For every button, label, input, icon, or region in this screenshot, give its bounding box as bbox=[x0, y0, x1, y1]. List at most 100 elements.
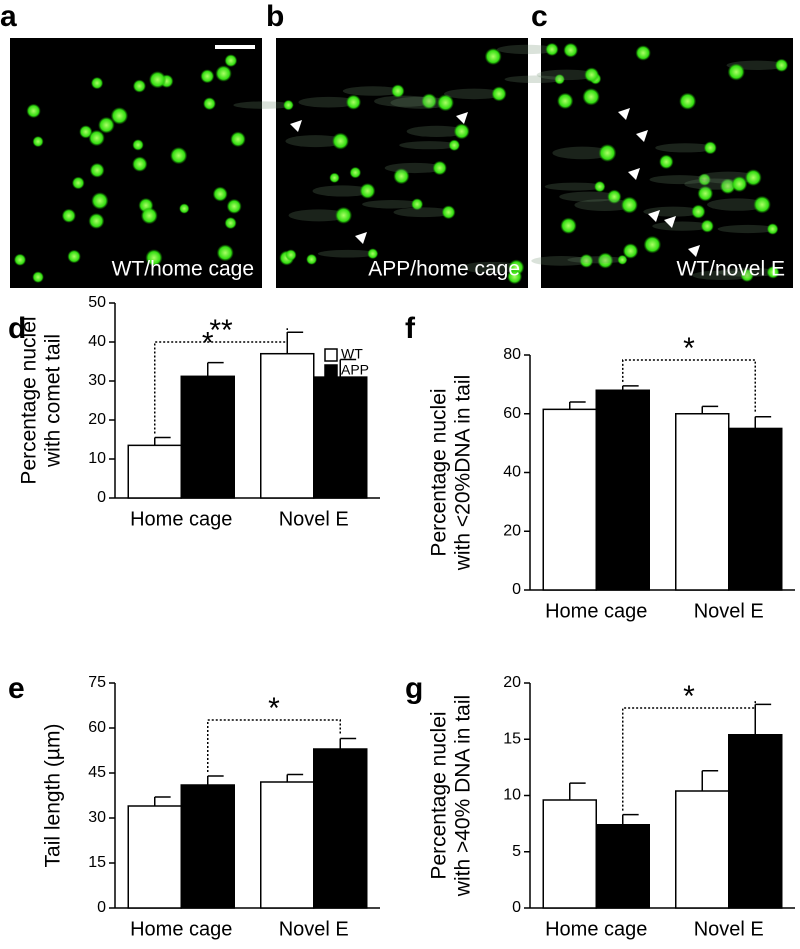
nucleus bbox=[132, 79, 147, 93]
panel-letter: d bbox=[8, 312, 26, 345]
arrowhead bbox=[355, 232, 367, 244]
y-axis-label: with <20%DNA in tail bbox=[452, 375, 475, 572]
y-tick-label: 40 bbox=[88, 333, 106, 350]
arrowhead bbox=[628, 168, 640, 180]
comet-tail bbox=[406, 125, 467, 137]
bar bbox=[542, 408, 597, 591]
comet-tail bbox=[317, 249, 378, 258]
nucleus bbox=[61, 208, 76, 223]
comet-tail bbox=[285, 135, 346, 148]
image-caption: WT/home cage bbox=[112, 258, 254, 281]
nucleus bbox=[212, 186, 228, 202]
bar bbox=[595, 824, 650, 909]
nucleus bbox=[224, 54, 238, 68]
nucleus bbox=[26, 103, 41, 119]
comet-tail bbox=[649, 175, 710, 185]
significance-bracket bbox=[207, 719, 341, 772]
panel-letter: e bbox=[8, 672, 25, 705]
panel-letter: g bbox=[405, 672, 423, 705]
nucleus bbox=[659, 154, 674, 170]
comet-tail bbox=[531, 255, 592, 266]
x-tick-label: Novel E bbox=[694, 600, 764, 622]
nucleus bbox=[226, 198, 242, 214]
comet-tail bbox=[362, 200, 423, 209]
micrograph bbox=[276, 38, 528, 288]
significance-bracket bbox=[622, 700, 756, 811]
bar bbox=[675, 413, 730, 591]
nucleus bbox=[607, 189, 622, 204]
comet-tail bbox=[393, 207, 454, 218]
comet-tail bbox=[496, 44, 557, 55]
nucleus bbox=[727, 63, 745, 81]
nucleus bbox=[554, 73, 565, 85]
nucleus bbox=[329, 172, 340, 184]
nucleus bbox=[393, 168, 410, 185]
nucleus bbox=[484, 47, 502, 66]
significance-label: ** bbox=[209, 314, 233, 347]
image-caption: APP/home cage bbox=[368, 258, 520, 281]
x-tick-label: Novel E bbox=[279, 918, 349, 940]
nucleus bbox=[556, 92, 574, 110]
y-tick-label: 10 bbox=[503, 787, 521, 804]
y-axis-label: with >40% DNA in tail bbox=[452, 695, 475, 897]
arrowhead bbox=[290, 120, 302, 132]
arrowhead bbox=[664, 216, 676, 228]
nucleus bbox=[448, 139, 461, 152]
nucleus bbox=[697, 185, 714, 202]
nucleus bbox=[140, 207, 158, 225]
comet-tail bbox=[312, 185, 373, 197]
nucleus bbox=[560, 217, 577, 235]
nucleus bbox=[774, 58, 789, 72]
significance-bracket bbox=[154, 328, 288, 434]
y-tick-label: 0 bbox=[512, 581, 521, 598]
nucleus bbox=[145, 249, 163, 267]
nucleus bbox=[283, 99, 294, 111]
comet-tail bbox=[574, 199, 635, 212]
y-tick-label: 80 bbox=[503, 346, 521, 363]
significance-label: * bbox=[683, 680, 695, 713]
nucleus bbox=[597, 252, 614, 269]
comet-tail bbox=[233, 101, 294, 109]
x-tick-label: Home cage bbox=[130, 508, 232, 530]
comet-tail bbox=[390, 96, 451, 109]
nucleus bbox=[98, 116, 115, 134]
arrowhead bbox=[688, 245, 700, 257]
y-tick-label: 40 bbox=[503, 464, 521, 481]
bar bbox=[595, 389, 650, 591]
nucleus bbox=[620, 196, 638, 214]
arrowhead bbox=[648, 210, 660, 222]
nucleus bbox=[349, 166, 362, 179]
nucleus bbox=[148, 71, 167, 89]
y-tick-label: 20 bbox=[88, 411, 106, 428]
nucleus bbox=[345, 94, 362, 110]
nucleus bbox=[67, 249, 81, 264]
x-tick-label: Home cage bbox=[130, 918, 232, 940]
comet-tail bbox=[718, 267, 779, 277]
comet-tail bbox=[444, 88, 505, 100]
significance-label: * bbox=[202, 327, 214, 360]
bar bbox=[675, 790, 730, 909]
nucleus bbox=[453, 123, 470, 140]
nucleus bbox=[436, 94, 455, 112]
significance-bracket bbox=[622, 359, 756, 413]
panel-letter: f bbox=[405, 312, 416, 345]
y-tick-label: 15 bbox=[88, 854, 106, 871]
comet-tail bbox=[707, 198, 768, 211]
bar bbox=[127, 805, 182, 909]
arrowhead bbox=[636, 130, 648, 142]
nucleus bbox=[491, 86, 507, 102]
significance-label: * bbox=[268, 692, 280, 725]
bar bbox=[728, 427, 783, 591]
nucleus bbox=[132, 139, 144, 151]
y-tick-label: 60 bbox=[88, 719, 106, 736]
nucleus bbox=[594, 180, 606, 193]
y-axis-label: Percentage nuclei bbox=[18, 316, 41, 484]
nucleus bbox=[367, 248, 379, 260]
nucleus bbox=[32, 271, 44, 284]
y-axis-label: Percentage nuclei bbox=[428, 711, 451, 879]
nucleus bbox=[88, 212, 105, 229]
nucleus bbox=[679, 92, 697, 110]
comet-tail bbox=[461, 261, 522, 274]
nucleus bbox=[224, 216, 237, 230]
y-tick-label: 45 bbox=[88, 764, 106, 781]
